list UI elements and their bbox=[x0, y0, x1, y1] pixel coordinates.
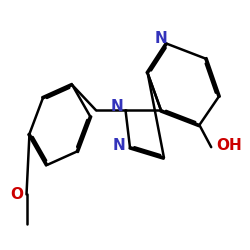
Text: O: O bbox=[10, 187, 24, 202]
Text: N: N bbox=[110, 99, 123, 114]
Text: N: N bbox=[154, 31, 167, 46]
Text: N: N bbox=[112, 138, 125, 153]
Text: OH: OH bbox=[216, 138, 242, 153]
